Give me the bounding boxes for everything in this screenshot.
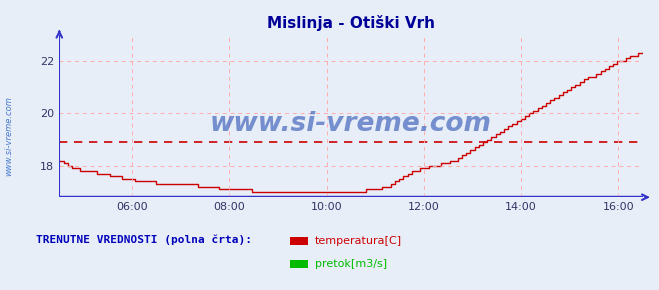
- Text: www.si-vreme.com: www.si-vreme.com: [4, 96, 13, 176]
- Text: pretok[m3/s]: pretok[m3/s]: [315, 259, 387, 269]
- Title: Mislinja - Otiški Vrh: Mislinja - Otiški Vrh: [267, 15, 435, 31]
- Text: TRENUTNE VREDNOSTI (polna črta):: TRENUTNE VREDNOSTI (polna črta):: [36, 235, 252, 245]
- Text: temperatura[C]: temperatura[C]: [315, 236, 402, 246]
- Text: www.si-vreme.com: www.si-vreme.com: [210, 111, 492, 137]
